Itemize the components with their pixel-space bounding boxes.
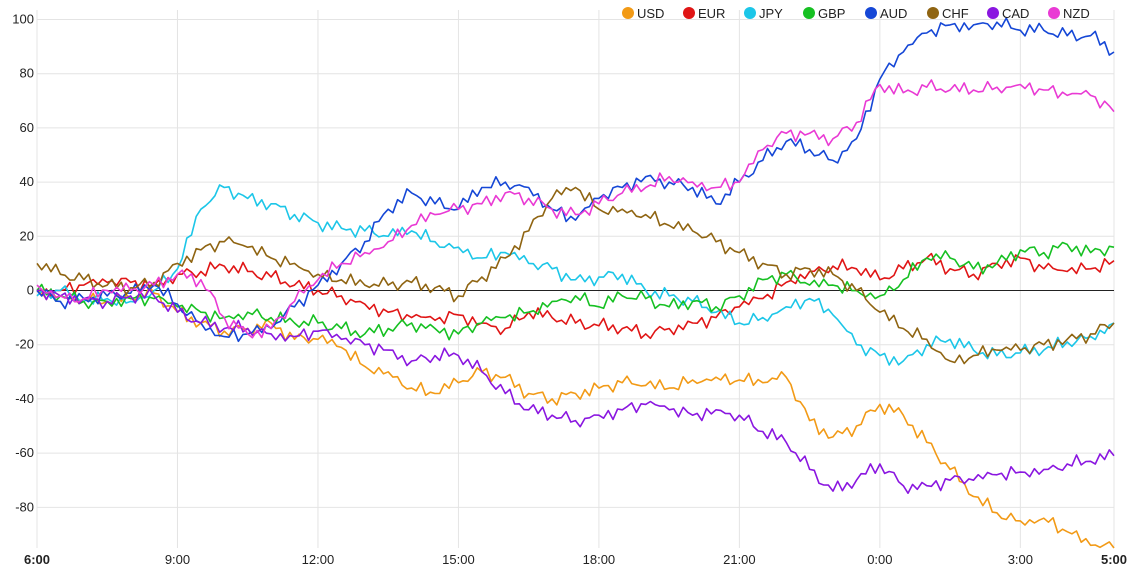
- legend-label: CAD: [1002, 6, 1029, 21]
- series-line-jpy: [36, 184, 1115, 366]
- y-tick-label: 20: [20, 228, 34, 243]
- legend-item-chf[interactable]: CHF: [927, 6, 969, 21]
- series-line-aud: [36, 17, 1115, 343]
- grid: [36, 10, 1115, 548]
- y-tick-label: 80: [20, 66, 34, 81]
- x-tick-label: 12:00: [302, 552, 335, 567]
- series-line-usd: [36, 285, 1115, 549]
- legend-item-jpy[interactable]: JPY: [744, 6, 783, 21]
- legend-label: CHF: [942, 6, 969, 21]
- series-line-nzd: [36, 79, 1115, 339]
- legend-marker: [622, 7, 634, 19]
- x-tick-label: 0:00: [867, 552, 892, 567]
- x-tick-label: 21:00: [723, 552, 756, 567]
- x-tick-label: 9:00: [165, 552, 190, 567]
- legend-label: USD: [637, 6, 664, 21]
- legend-marker: [987, 7, 999, 19]
- legend-label: GBP: [818, 6, 845, 21]
- y-tick-label: 60: [20, 120, 34, 135]
- legend-marker: [1048, 7, 1060, 19]
- x-tick-label: 3:00: [1008, 552, 1033, 567]
- legend-marker: [865, 7, 877, 19]
- series-lines: [36, 17, 1115, 549]
- y-tick-label: 40: [20, 174, 34, 189]
- legend-label: EUR: [698, 6, 725, 21]
- y-tick-label: -60: [15, 445, 34, 460]
- legend-item-cad[interactable]: CAD: [987, 6, 1029, 21]
- legend-item-usd[interactable]: USD: [622, 6, 664, 21]
- legend-marker: [927, 7, 939, 19]
- legend-marker: [803, 7, 815, 19]
- legend-item-gbp[interactable]: GBP: [803, 6, 845, 21]
- legend-item-eur[interactable]: EUR: [683, 6, 725, 21]
- legend-marker: [744, 7, 756, 19]
- x-tick-label: 6:00: [24, 552, 50, 567]
- y-tick-label: -80: [15, 499, 34, 514]
- x-tick-label: 15:00: [442, 552, 475, 567]
- legend-label: AUD: [880, 6, 907, 21]
- series-line-eur: [36, 252, 1115, 340]
- x-tick-label: 5:00: [1101, 552, 1127, 567]
- y-axis-ticks: 100 80 60 40 20 0 -20 -40 -60 -80: [12, 11, 34, 514]
- legend-item-aud[interactable]: AUD: [865, 6, 907, 21]
- legend-marker: [683, 7, 695, 19]
- series-line-gbp: [36, 241, 1115, 341]
- legend-label: NZD: [1063, 6, 1090, 21]
- series-line-cad: [36, 288, 1115, 495]
- x-axis-ticks: 6:00 9:00 12:00 15:00 18:00 21:00 0:00 3:00 5:00: [24, 552, 1127, 567]
- legend-label: JPY: [759, 6, 783, 21]
- y-tick-label: -20: [15, 337, 34, 352]
- legend[interactable]: USD EUR JPY GBP AUD CHF CAD NZD: [622, 6, 1090, 21]
- legend-item-nzd[interactable]: NZD: [1048, 6, 1090, 21]
- y-tick-label: -40: [15, 391, 34, 406]
- series-line-chf: [36, 186, 1115, 365]
- x-tick-label: 18:00: [583, 552, 616, 567]
- y-tick-label: 0: [27, 283, 34, 298]
- y-tick-label: 100: [12, 11, 34, 26]
